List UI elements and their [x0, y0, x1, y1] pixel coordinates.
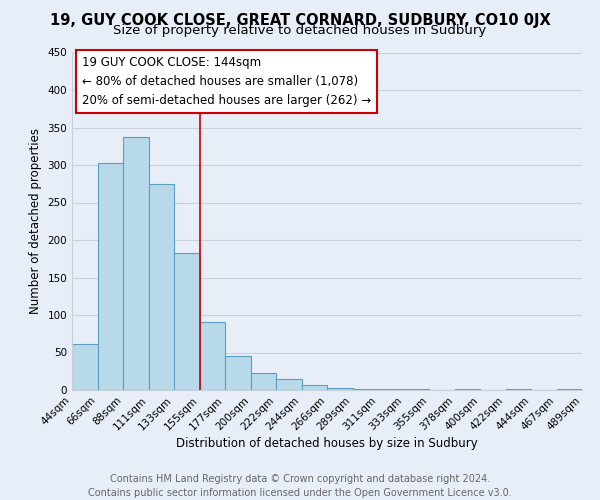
Bar [327, 388, 353, 390]
Text: Size of property relative to detached houses in Sudbury: Size of property relative to detached ho… [113, 24, 487, 37]
Text: 19 GUY COOK CLOSE: 144sqm
← 80% of detached houses are smaller (1,078)
20% of se: 19 GUY COOK CLOSE: 144sqm ← 80% of detac… [82, 56, 371, 107]
Bar [404, 389, 429, 390]
Bar [174, 253, 199, 390]
Bar [72, 344, 97, 390]
Bar [251, 373, 276, 390]
Bar [557, 389, 582, 390]
Bar [505, 389, 531, 390]
Bar [353, 388, 378, 390]
Bar [225, 356, 251, 390]
Y-axis label: Number of detached properties: Number of detached properties [29, 128, 42, 314]
Bar [455, 389, 480, 390]
Bar [276, 379, 302, 390]
Bar [378, 389, 404, 390]
Bar [123, 136, 149, 390]
Text: Contains HM Land Registry data © Crown copyright and database right 2024.
Contai: Contains HM Land Registry data © Crown c… [88, 474, 512, 498]
X-axis label: Distribution of detached houses by size in Sudbury: Distribution of detached houses by size … [176, 438, 478, 450]
Bar [302, 385, 327, 390]
Bar [97, 163, 123, 390]
Text: 19, GUY COOK CLOSE, GREAT CORNARD, SUDBURY, CO10 0JX: 19, GUY COOK CLOSE, GREAT CORNARD, SUDBU… [50, 12, 550, 28]
Bar [149, 184, 174, 390]
Bar [199, 322, 225, 390]
